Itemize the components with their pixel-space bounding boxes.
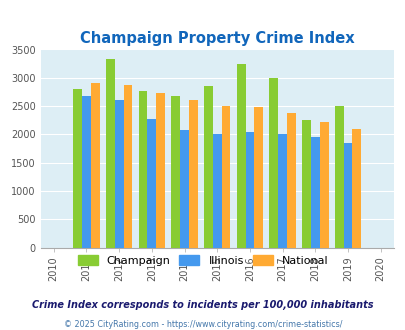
Bar	[138, 90, 147, 248]
Bar	[123, 85, 132, 248]
Bar	[352, 129, 360, 248]
Bar	[310, 137, 319, 248]
Bar	[269, 78, 277, 248]
Bar	[334, 106, 343, 248]
Bar	[180, 130, 188, 248]
Bar	[91, 83, 99, 248]
Bar	[82, 96, 91, 248]
Bar	[221, 106, 230, 248]
Text: Crime Index corresponds to incidents per 100,000 inhabitants: Crime Index corresponds to incidents per…	[32, 300, 373, 310]
Legend: Champaign, Illinois, National: Champaign, Illinois, National	[73, 250, 332, 270]
Bar	[147, 119, 156, 248]
Bar	[114, 100, 123, 248]
Bar	[343, 143, 352, 248]
Title: Champaign Property Crime Index: Champaign Property Crime Index	[80, 31, 354, 46]
Bar	[188, 100, 197, 248]
Bar	[319, 122, 328, 248]
Bar	[286, 113, 295, 248]
Bar	[106, 59, 114, 248]
Bar	[236, 64, 245, 247]
Text: © 2025 CityRating.com - https://www.cityrating.com/crime-statistics/: © 2025 CityRating.com - https://www.city…	[64, 319, 341, 329]
Bar	[203, 86, 212, 248]
Bar	[245, 132, 254, 248]
Bar	[301, 120, 310, 248]
Bar	[156, 93, 165, 248]
Bar	[73, 89, 82, 248]
Bar	[254, 108, 262, 248]
Bar	[212, 134, 221, 248]
Bar	[171, 96, 180, 248]
Bar	[277, 134, 286, 248]
